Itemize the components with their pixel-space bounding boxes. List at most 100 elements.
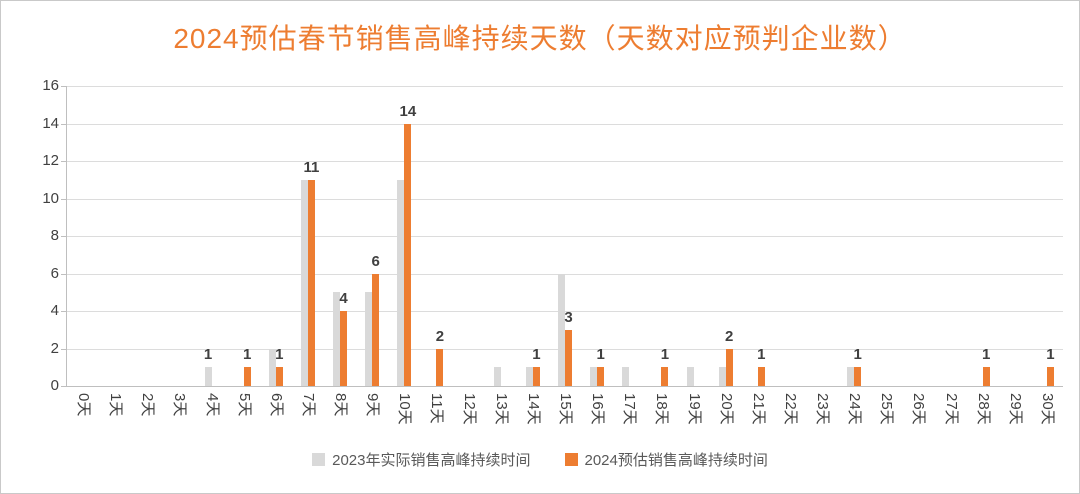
y-axis-label: 16 [42,77,59,94]
chart-title: 2024预估春节销售高峰持续天数（天数对应预判企业数） [173,23,907,54]
legend-item-2024: 2024预估销售高峰持续时间 [564,449,768,470]
x-axis-label: 20天 [717,393,735,425]
bar-2023 [718,367,726,386]
legend-label-2023: 2023年实际销售高峰持续时间 [332,452,531,469]
bar-2024 [661,367,669,386]
bar-2023 [847,367,855,386]
y-axis-label: 14 [42,114,59,132]
x-axis-label: 15天 [557,393,574,425]
y-axis-tick [61,161,66,162]
plot-area: 0天 1天 2天 3天 4天 5天 6天 7天 8天 9天 10天 11天 12天 13天 14天 15天 16… [61,86,1063,425]
x-axis-label: 30天 [1038,393,1056,425]
x-axis-label: 27天 [942,393,960,425]
bar-2024 [1046,367,1054,386]
bar-2024 [243,367,251,386]
x-axis-label: 13天 [492,393,510,425]
gridline [67,198,1063,200]
bar-value-label: 2 [435,327,445,345]
bar-2024 [404,123,412,386]
gridline [67,86,1063,87]
bar-2023 [622,367,630,386]
bar-2024 [275,367,283,386]
x-axis-label: 22天 [781,393,799,425]
x-axis-label: 19天 [685,393,703,425]
bar-2023 [204,367,212,386]
x-axis-label: 12天 [460,393,478,425]
bar-2023 [590,367,598,386]
bar-value-label: 1 [853,346,862,364]
bar-value-label: 1 [532,346,541,364]
y-axis-label: 10 [42,189,59,207]
bar-2024 [307,179,315,386]
legend-label-2024: 2024预估销售高峰持续时间 [584,452,768,469]
bar-2024 [597,367,605,386]
gridline [67,311,1063,312]
x-axis-label: 9天 [364,393,382,417]
bar-value-label: 1 [757,346,766,364]
bar-value-label: 1 [982,346,991,364]
bar-value-label: 1 [596,346,605,364]
x-axis-label: 6天 [267,393,285,417]
x-axis-label: 3天 [171,393,189,417]
x-axis-label: 0天 [75,393,93,417]
bar-value-label: 1 [275,346,284,364]
bar-2024 [436,348,444,386]
bar-2023 [558,273,565,386]
y-axis-line [66,86,67,387]
bar-value-label: 11 [303,158,320,176]
x-axis-label: 29天 [1006,393,1024,425]
x-axis-label: 14天 [524,393,542,425]
bar-2024 [982,367,990,386]
gridline [67,236,1063,237]
bar-2024 [340,311,348,386]
x-axis-label: 1天 [107,393,125,417]
y-axis-tick [61,198,66,200]
y-axis-tick [61,348,66,350]
y-axis-label: 8 [50,227,59,244]
legend: 2023年实际销售高峰持续时间 2024预估销售高峰持续时间 [1,449,1079,470]
y-axis-label: 0 [50,377,59,394]
x-axis-label: 26天 [910,393,928,425]
y-axis-tick [61,86,66,87]
y-axis-tick [61,236,66,237]
gridline [67,161,1063,162]
bar-value-label: 1 [203,346,213,364]
y-axis-tick [61,123,66,125]
y-axis-tick [61,311,66,312]
bar-value-label: 3 [564,308,573,326]
bar-2024 [565,329,572,386]
bar-2024 [725,348,733,386]
x-axis-label: 7天 [299,393,317,417]
y-axis-label: 2 [50,339,59,357]
bar-2023 [333,292,341,386]
x-axis-label: 11天 [428,393,446,424]
x-axis-label: 23天 [814,393,832,425]
bar-2024 [854,367,862,386]
bar-2023 [397,179,405,386]
x-axis-label: 24天 [846,393,864,425]
bar-2024 [757,367,765,386]
x-axis-label: 4天 [203,393,221,417]
bar-2023 [525,367,533,386]
x-axis-line [66,386,1063,387]
x-axis-label: 28天 [974,393,992,425]
bar-2023 [268,348,276,386]
y-axis: 0 2 4 6 8 10 12 14 16 [1,1,61,493]
x-axis-label: 2天 [139,393,157,417]
x-axis-label: 5天 [235,393,253,417]
bar-2023 [365,292,373,386]
bar-value-label: 6 [371,252,380,270]
bar-2024 [372,273,380,386]
bar-value-label: 14 [399,102,417,120]
x-axis-label: 18天 [653,393,671,425]
bar-2024 [532,367,540,386]
legend-swatch-2024 [564,453,578,466]
bar-value-label: 4 [339,290,348,307]
y-axis-label: 4 [50,302,59,319]
bar-2023 [686,367,694,386]
bar-value-label: 2 [724,327,734,345]
legend-item-2023: 2023年实际销售高峰持续时间 [312,449,531,470]
bar-value-label: 1 [1046,346,1055,364]
x-axis-label: 17天 [621,393,639,425]
